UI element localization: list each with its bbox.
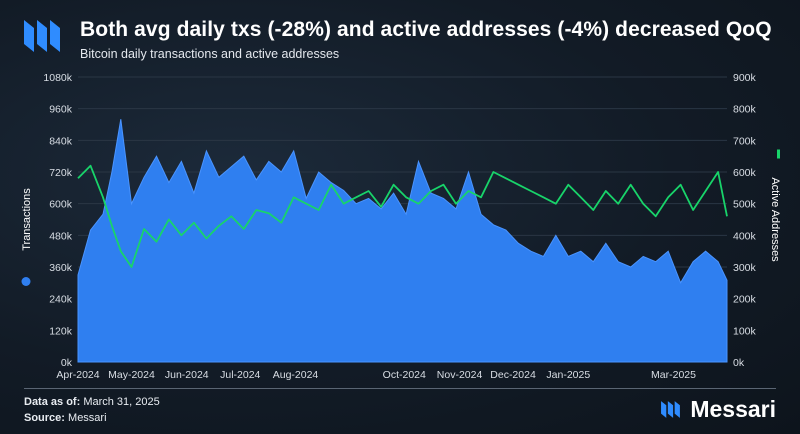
y-left-axis-title: Transactions (21, 188, 33, 286)
x-tick-label: Jul-2024 (220, 369, 260, 381)
y-right-axis-title: Active Addresses (769, 149, 781, 262)
y-right-tick-label: 900k (733, 72, 757, 84)
x-tick-label: Jun-2024 (165, 369, 209, 381)
y-left-tick-label: 840k (49, 135, 73, 147)
active-addresses-legend-marker (777, 149, 780, 159)
y-right-tick-label: 800k (733, 104, 757, 116)
y-right-axis-label: Active Addresses (769, 177, 781, 262)
source: Source: Messari (24, 412, 107, 424)
x-tick-label: May-2024 (108, 369, 155, 381)
y-right-tick-label: 500k (733, 199, 757, 211)
y-left-axis-label: Transactions (21, 188, 33, 251)
chart-subtitle: Bitcoin daily transactions and active ad… (80, 47, 340, 61)
messari-logo-icon (24, 20, 60, 52)
y-left-tick-label: 600k (49, 199, 73, 211)
y-left-tick-label: 720k (49, 167, 73, 179)
x-tick-label: Oct-2024 (383, 369, 426, 381)
y-right-tick-label: 200k (733, 294, 757, 306)
x-tick-label: Apr-2024 (56, 369, 99, 381)
transactions-legend-marker (21, 277, 31, 286)
y-left-tick-label: 360k (49, 262, 73, 274)
y-right-tick-label: 300k (733, 262, 757, 274)
data-as-of: Data as of: March 31, 2025 (24, 396, 160, 408)
data-as-of-label: Data as of: (24, 396, 81, 408)
source-label: Source: (24, 412, 65, 424)
x-tick-label: Aug-2024 (273, 369, 319, 381)
footer-divider (24, 388, 776, 389)
y-right-tick-label: 0k (733, 357, 745, 369)
chart-title: Both avg daily txs (-28%) and active add… (80, 18, 772, 41)
x-tick-label: Jan-2025 (546, 369, 590, 381)
brand: Messari (658, 396, 776, 423)
data-as-of-value: March 31, 2025 (83, 396, 160, 408)
source-value: Messari (68, 412, 107, 424)
y-left-tick-label: 120k (49, 325, 73, 337)
transactions-area (77, 119, 728, 363)
active-addresses-line (77, 164, 728, 268)
messari-brand-icon (661, 400, 681, 418)
x-tick-label: Mar-2025 (651, 369, 696, 381)
y-left-tick-label: 480k (49, 230, 73, 242)
y-right-tick-label: 700k (733, 135, 757, 147)
y-left-tick-label: 240k (49, 294, 73, 306)
y-left-tick-label: 1080k (43, 72, 72, 84)
y-right-tick-label: 400k (733, 230, 757, 242)
y-right-tick-label: 600k (733, 167, 757, 179)
brand-name: Messari (690, 396, 776, 422)
y-left-tick-label: 960k (49, 104, 73, 116)
x-tick-label: Nov-2024 (437, 369, 483, 381)
y-left-tick-label: 0k (61, 357, 73, 369)
x-tick-label: Dec-2024 (490, 369, 536, 381)
y-right-tick-label: 100k (733, 325, 757, 337)
